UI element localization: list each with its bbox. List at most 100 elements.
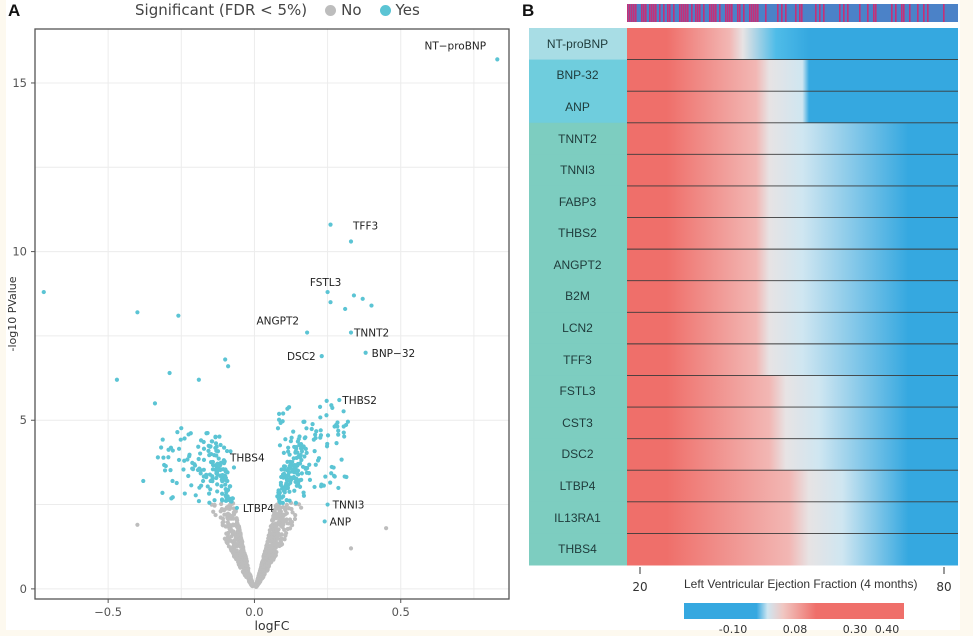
non-significant-point [225, 520, 230, 525]
labeled-point [234, 505, 239, 511]
annotation-sample-bar [819, 4, 821, 22]
significant-point [285, 459, 290, 464]
annotation-sample-bar [755, 4, 757, 22]
annotation-sample-bar [909, 4, 911, 22]
gene-group-block [529, 59, 627, 92]
labeled-point [348, 330, 354, 335]
significant-point [307, 477, 313, 482]
significant-point [220, 491, 225, 496]
outlier-point [176, 313, 181, 318]
outlier-point [369, 303, 374, 308]
annotation-sample-bar [653, 4, 655, 22]
significant-point [215, 461, 220, 466]
panel-a-letter: A [8, 1, 21, 20]
outlier-point [328, 300, 333, 305]
labeled-point [305, 330, 310, 335]
annotation-sample-bar [867, 4, 869, 22]
significant-point [286, 449, 291, 454]
significant-point [210, 459, 216, 465]
significant-point [286, 445, 291, 450]
outlier-point [182, 458, 187, 463]
significant-point [335, 420, 340, 425]
significant-point [325, 433, 331, 438]
labeled-point [322, 519, 327, 524]
heatmap-row [627, 217, 958, 250]
colorbar: -0.10 0.08 0.30 0.40 [684, 603, 904, 636]
volcano-point-labels: NT−proBNP TFF3 FSTL3 ANGPT2 TNNT2 DSC2 BNP−32 T… [229, 40, 500, 528]
labeled-point [337, 397, 342, 403]
significant-point [278, 480, 284, 485]
outlier-point [135, 310, 140, 315]
annotation-sample-bar [691, 4, 693, 22]
significant-point [284, 498, 289, 503]
significant-point [193, 493, 198, 498]
significant-point [217, 434, 222, 439]
significant-point [179, 426, 184, 431]
point-label: NT−proBNP [424, 40, 486, 52]
significant-point [328, 480, 333, 485]
significant-point [341, 409, 346, 414]
significant-point [196, 456, 201, 462]
significant-point [224, 448, 230, 454]
gene-label: LCN2 [562, 321, 593, 336]
annotation-sample-bar [659, 4, 661, 22]
gene-label: LTBP4 [559, 479, 596, 494]
annotation-sample-bar [663, 4, 665, 22]
point-label: TNNI3 [332, 500, 365, 512]
annotation-sample-bar [713, 4, 715, 22]
significant-point [318, 433, 324, 438]
annotation-sample-bar [843, 4, 845, 22]
annotation-sample-bar [765, 4, 767, 22]
gene-group-block [529, 343, 627, 376]
significant-point [188, 431, 193, 436]
labeled-point [325, 289, 330, 295]
outlier-point [152, 401, 158, 406]
labeled-point [348, 239, 354, 244]
significant-point [275, 426, 281, 431]
significant-point [205, 430, 210, 436]
annotation-sample-bar [711, 4, 713, 22]
heatmap-row [627, 59, 958, 92]
gene-group-block [529, 375, 627, 408]
non-significant-point [287, 526, 293, 531]
legend-yes-swatch [379, 4, 391, 16]
volcano-y-tick-label: 5 [20, 413, 27, 427]
significant-point [181, 467, 186, 472]
significant-point [295, 471, 300, 477]
significant-point [213, 441, 219, 446]
point-label: THBS2 [341, 395, 377, 407]
significant-point [208, 487, 213, 492]
significant-point [205, 484, 210, 489]
annotation-sample-bar [799, 4, 801, 22]
gene-label: NT-proBNP [546, 36, 609, 51]
outlier-point [167, 370, 172, 376]
gene-group-block [529, 91, 627, 124]
volcano-x-axis-title: logFC [255, 618, 290, 633]
annotation-sample-bar [781, 4, 783, 22]
outlier-point [348, 546, 354, 551]
significant-point [276, 488, 281, 493]
significant-point [281, 411, 286, 416]
significant-point [168, 445, 174, 450]
annotation-sample-bar [895, 4, 897, 22]
significant-point [206, 448, 211, 454]
outlier-point [343, 306, 348, 312]
panel-b-letter: B [522, 1, 535, 20]
significant-point [298, 441, 304, 447]
gene-label: BNP-32 [556, 68, 599, 83]
colorbar-gradient [684, 603, 904, 619]
significant-point [302, 454, 307, 459]
significant-point [310, 422, 315, 427]
gene-group-block [529, 438, 627, 471]
non-significant-point [279, 536, 284, 541]
point-label: ANGPT2 [257, 316, 300, 328]
significant-point [324, 413, 329, 418]
non-significant-point [272, 507, 278, 512]
significant-point [214, 475, 219, 481]
volcano-y-axis-title: -log10 PValue [6, 276, 19, 351]
non-significant-point [284, 530, 289, 536]
significant-point [168, 468, 173, 473]
annotation-sample-bar [823, 4, 825, 22]
significance-legend: Significant (FDR < 5%) No Yes [135, 1, 420, 19]
